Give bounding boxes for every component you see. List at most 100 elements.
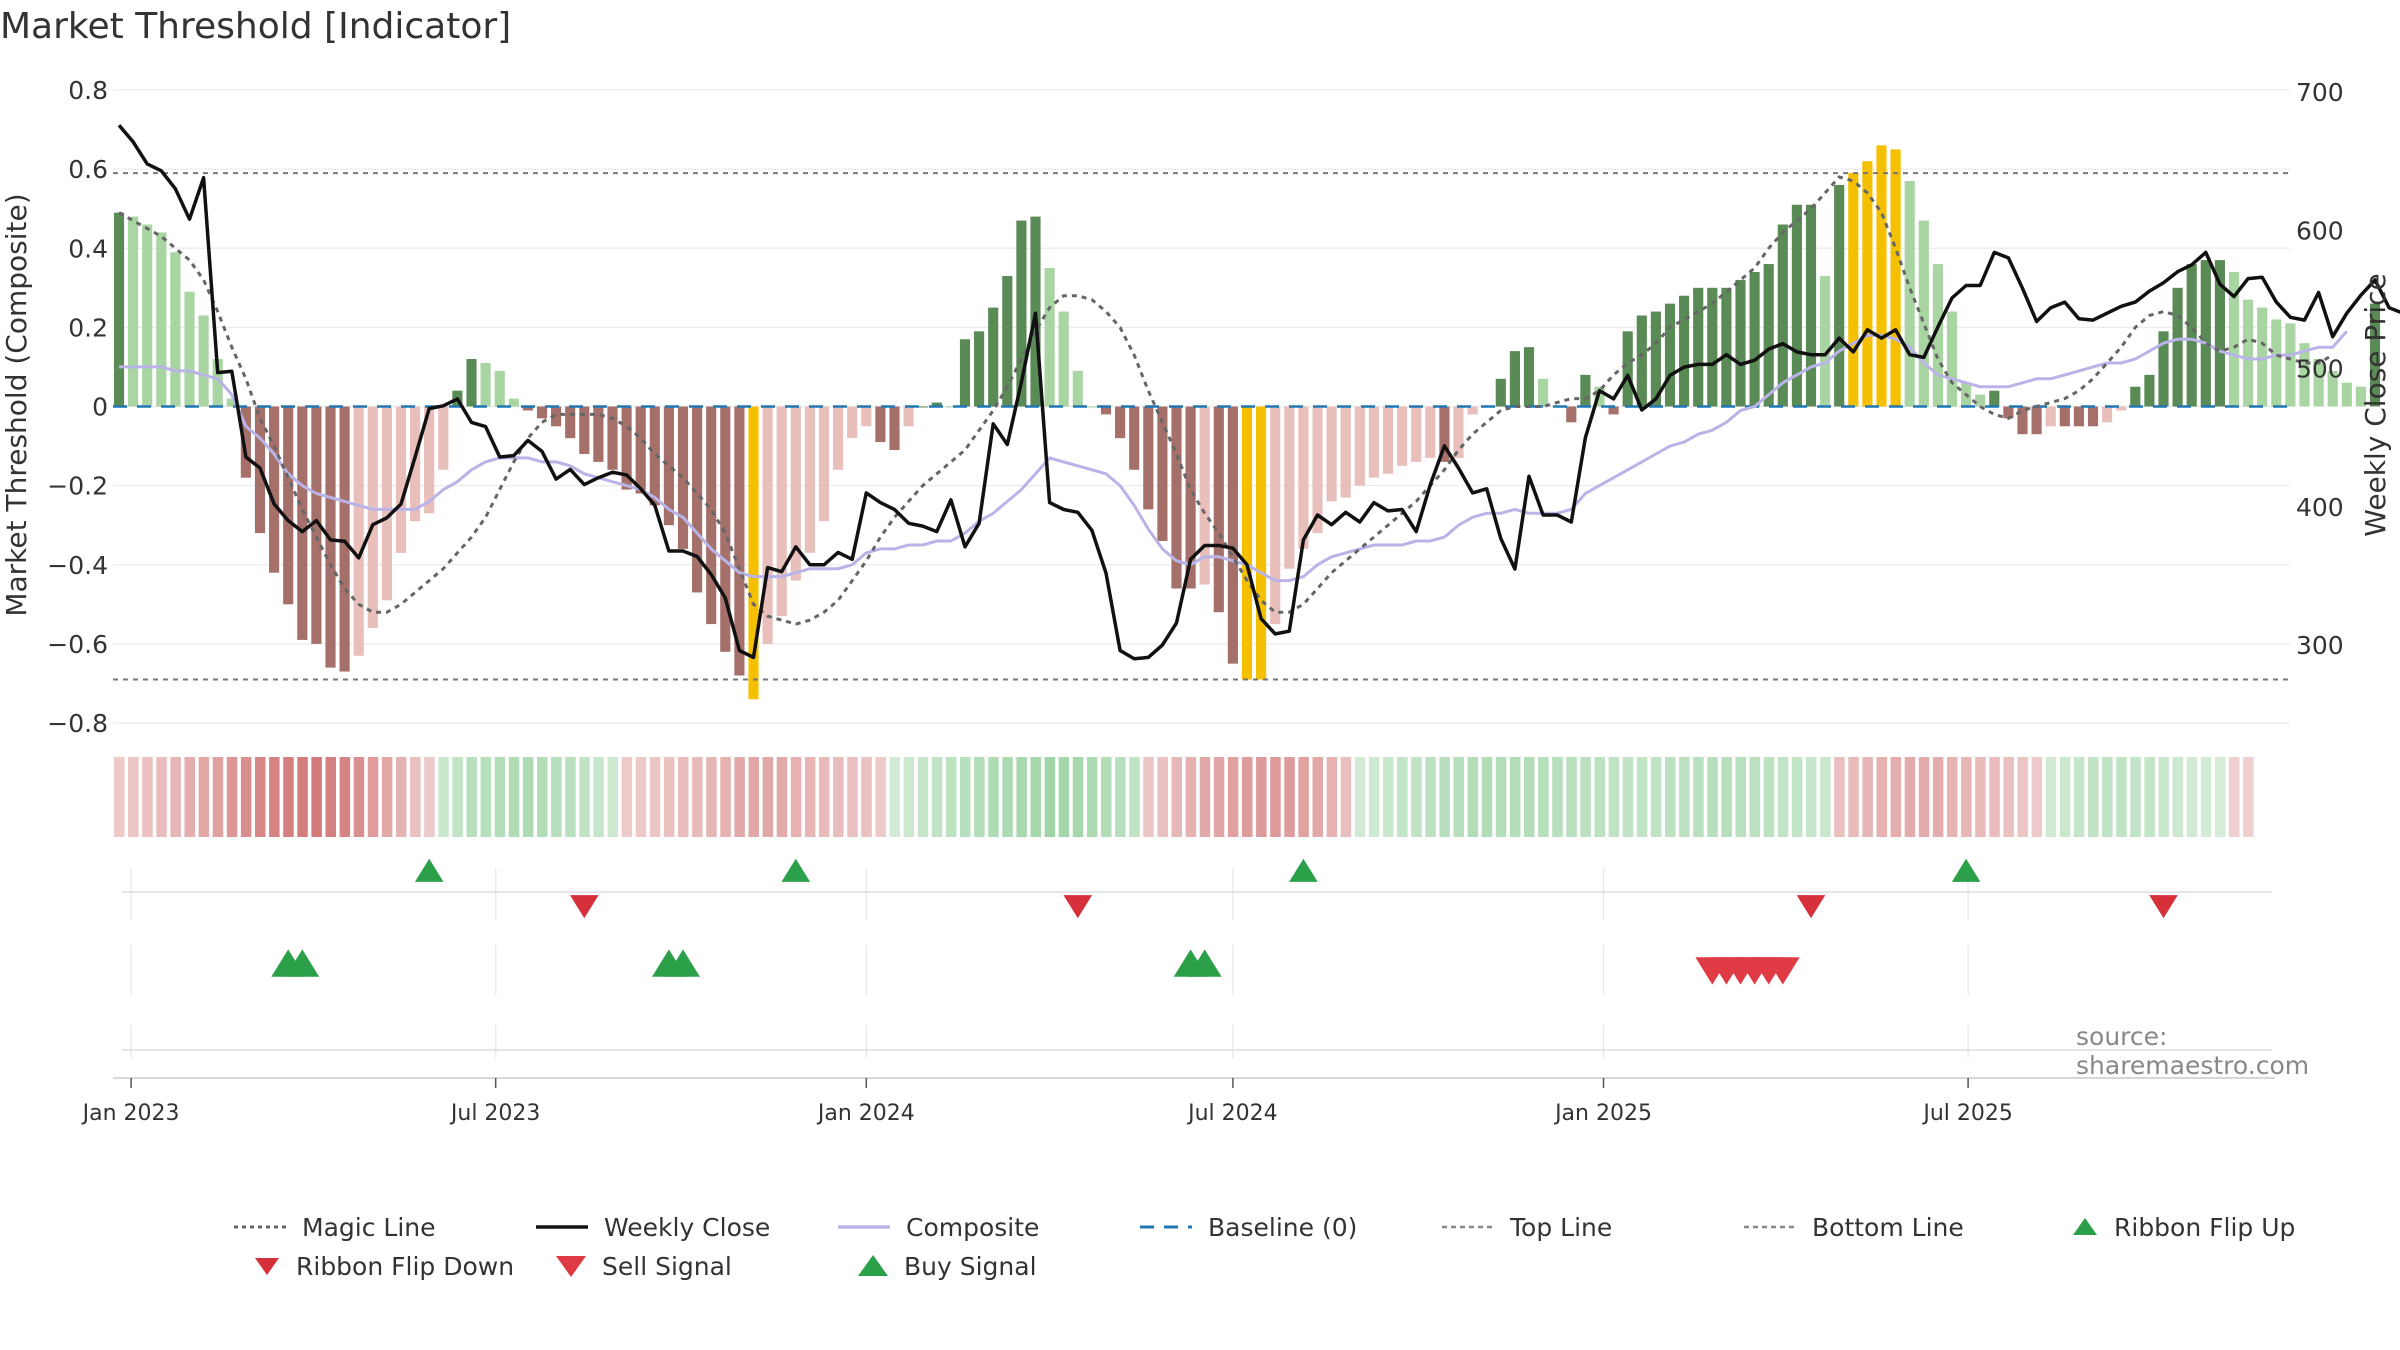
ribbon-flip-up-marker [414,858,444,882]
ribbon-cell [1185,757,1197,837]
ribbon-cell [396,757,407,837]
composite-bar [734,406,745,676]
x-tick-label: Jul 2025 [1921,1101,2013,1126]
weekly-close-line [117,124,2400,661]
ribbon-cell [212,757,224,837]
composite-bar [1834,184,1845,407]
composite-bar [1791,204,1802,407]
ribbon-cell [1848,757,1859,837]
ribbon-cell [1030,757,1041,837]
ribbon-cell [2243,757,2254,837]
legend-swatch-sell-signal [556,1256,586,1277]
composite-bar [184,291,195,407]
x-tick-label: Jul 2024 [1186,1101,1278,1126]
ribbon-cell [2116,757,2127,837]
ribbon-cell [311,757,322,837]
ribbon-cell [1707,757,1718,837]
ribbon-cell [1312,757,1323,837]
legend-swatch-baseline [1140,1225,1192,1229]
composite-bar [1058,311,1069,407]
ribbon-cell [1467,757,1479,837]
legend-item-ribbon-flip-down: Ribbon Flip Down [252,1249,514,1283]
composite-bar [2087,406,2099,427]
ribbon-cell [255,757,266,837]
composite-bar [142,224,153,407]
ribbon-cell [438,757,449,837]
magic-line [118,175,2334,626]
ribbon-cell [1961,757,1972,837]
ribbon-cell [1143,757,1154,837]
legend-swatch-magic-line [234,1225,286,1229]
composite-bar [1862,161,1873,407]
legend-item-buy-signal: Buy Signal [856,1249,1037,1283]
ribbon-flip-down-marker [570,895,599,919]
composite-bar [1256,406,1267,680]
composite-bar [1411,406,1422,462]
legend-item-weekly-close: Weekly Close [534,1210,770,1244]
ribbon-cell [663,757,675,837]
composite-bar [1538,378,1549,407]
ribbon-cell [565,757,576,837]
composite-bar [1382,406,1394,474]
source-note: source: sharemaestro.com [2076,1022,2310,1080]
y-axis-label-right: Weekly Close Price [2359,273,2392,536]
composite-bar [2116,406,2127,411]
ribbon-cell [903,757,915,837]
composite-line [119,330,2348,583]
ribbon-cell [156,757,167,837]
composite-bar [1241,406,1253,680]
ribbon-cell [353,757,365,837]
ribbon-cell [367,757,379,837]
ribbon-cell [1806,757,1817,837]
ribbon-cell [706,757,717,837]
ribbon-cell [1947,757,1958,837]
ribbon-cell [480,757,492,837]
lines-layer [117,124,2400,661]
composite-bar [1044,268,1055,407]
composite-bar [367,406,378,629]
ribbon-cell [1411,757,1422,837]
composite-bar [2355,386,2366,407]
ribbon-cell [593,757,604,837]
legend-item-bottom-line: Bottom Line [1742,1210,1964,1244]
composite-bar [1777,224,1788,407]
legend-item-top-line: Top Line [1440,1210,1612,1244]
composite-bar [170,252,181,407]
composite-bar [593,406,604,462]
ribbon-cell [142,757,153,837]
legend-label-ribbon-flip-up: Ribbon Flip Up [2114,1212,2296,1242]
composite-bar [226,398,237,407]
composite-bar [410,406,421,522]
composite-bar [2003,406,2014,419]
composite-bar [536,406,548,419]
ribbon-cell [734,757,745,837]
ribbon-cell [1538,757,1549,837]
composite-bar [1707,287,1718,407]
composite-bar [1805,204,1817,407]
y-tick-label-right: 700 [2296,78,2344,107]
legend-label-ribbon-flip-down: Ribbon Flip Down [296,1251,515,1281]
composite-bar [2214,260,2225,407]
composite-bar [1453,406,1464,458]
composite-bar [2172,287,2183,407]
ribbon-cell [2172,757,2184,837]
y-tick-label-right: 300 [2296,631,2344,660]
composite-bar [1636,315,1647,407]
composite-bar [692,406,703,593]
legend-item-sell-signal: Sell Signal [554,1249,732,1283]
composite-bar [2017,406,2028,435]
composite-bar [2059,406,2070,427]
composite-bar [353,406,364,656]
composite-bar [2271,319,2282,407]
ribbon-cell [1242,757,1253,837]
composite-bar [1763,264,1774,407]
legend-label-top-line: Top Line [1510,1212,1613,1242]
ribbon-cell [1608,757,1620,837]
composite-bar [113,212,125,407]
composite-bar [1932,264,1943,407]
composite-bar [2186,264,2197,407]
composite-bar [466,359,477,407]
composite-bar [1467,406,1478,415]
composite-bar [1608,406,1619,415]
